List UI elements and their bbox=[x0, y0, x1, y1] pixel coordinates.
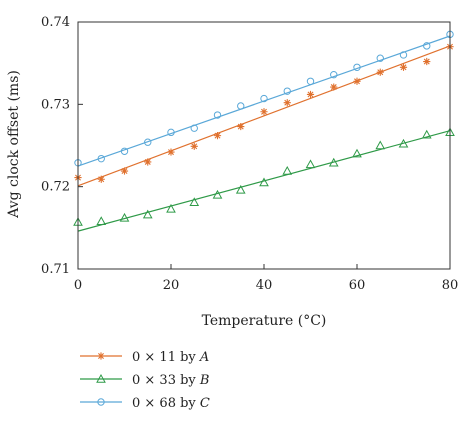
legend-label-variable: C bbox=[200, 396, 210, 411]
axis-ticks: 0 20 40 60 80 0.71 0.72 0.73 0.74 bbox=[41, 15, 458, 293]
legend-label-prefix: 0 × 68 by bbox=[132, 396, 200, 411]
data-point bbox=[352, 148, 362, 158]
data-point bbox=[399, 63, 408, 71]
fit-line-b bbox=[77, 130, 451, 232]
legend-label-prefix: 0 × 33 by bbox=[132, 373, 200, 388]
legend-label: 0 × 11 by A bbox=[132, 350, 209, 365]
data-point bbox=[237, 102, 245, 110]
data-point bbox=[283, 87, 291, 95]
legend-marker bbox=[96, 373, 106, 383]
data-point bbox=[376, 54, 384, 62]
legend-label-prefix: 0 × 11 by bbox=[132, 350, 200, 365]
plot-frame bbox=[77, 21, 451, 270]
data-point bbox=[330, 70, 338, 79]
legend-label: 0 × 68 by C bbox=[132, 396, 210, 411]
y-tick-label: 0.73 bbox=[41, 97, 70, 112]
series-a bbox=[74, 43, 454, 187]
fit-line-c bbox=[77, 35, 451, 167]
x-tick-label: 60 bbox=[349, 278, 366, 293]
data-point bbox=[305, 159, 316, 169]
data-point bbox=[423, 42, 431, 50]
data-point bbox=[190, 124, 198, 132]
data-point bbox=[423, 57, 431, 66]
data-point bbox=[376, 68, 384, 76]
legend-label-variable: A bbox=[199, 350, 209, 365]
data-point bbox=[399, 51, 408, 59]
data-point bbox=[212, 189, 223, 199]
data-point bbox=[142, 209, 153, 219]
y-tick-label: 0.71 bbox=[41, 262, 70, 277]
legend-label: 0 × 33 by B bbox=[132, 373, 209, 388]
data-point bbox=[421, 129, 432, 139]
data-point bbox=[119, 212, 130, 222]
data-point bbox=[283, 99, 291, 107]
legend-item-c: 0 × 68 by C bbox=[80, 396, 210, 411]
data-point bbox=[375, 140, 386, 150]
legend: 0 × 11 by A 0 × 33 by B 0 × 68 by C bbox=[80, 350, 210, 411]
data-point bbox=[144, 158, 152, 166]
y-tick-label: 0.74 bbox=[41, 15, 70, 30]
data-point bbox=[235, 184, 246, 194]
data-point bbox=[96, 216, 107, 225]
data-point bbox=[189, 197, 200, 207]
data-point bbox=[330, 83, 338, 91]
data-point bbox=[306, 77, 315, 85]
plot-marks bbox=[73, 30, 455, 232]
series-c bbox=[74, 30, 454, 167]
legend-marker bbox=[97, 352, 105, 360]
fit-line-a bbox=[77, 45, 451, 187]
x-tick-label: 0 bbox=[74, 278, 82, 293]
data-point bbox=[328, 157, 339, 167]
data-point bbox=[353, 63, 361, 71]
legend-marker bbox=[97, 398, 105, 406]
data-point bbox=[120, 147, 129, 155]
legend-item-a: 0 × 11 by A bbox=[80, 350, 209, 365]
data-point bbox=[398, 138, 409, 148]
data-point bbox=[167, 148, 175, 156]
data-point bbox=[97, 175, 105, 183]
legend-item-b: 0 × 33 by B bbox=[80, 373, 209, 388]
data-point bbox=[213, 111, 222, 119]
data-point bbox=[97, 154, 105, 163]
y-tick-label: 0.72 bbox=[41, 180, 70, 195]
data-point bbox=[120, 167, 129, 175]
data-point bbox=[237, 122, 245, 131]
data-point bbox=[144, 138, 152, 146]
series-b bbox=[73, 127, 455, 232]
data-point bbox=[259, 177, 269, 187]
data-point bbox=[282, 165, 293, 175]
x-tick-label: 80 bbox=[442, 278, 459, 293]
x-axis-title: Temperature (°C) bbox=[202, 313, 327, 329]
data-point bbox=[166, 203, 176, 213]
x-tick-label: 20 bbox=[163, 278, 180, 293]
data-point bbox=[260, 108, 268, 116]
y-axis-title: Avg clock offset (ms) bbox=[6, 70, 22, 219]
data-point bbox=[213, 132, 222, 140]
legend-label-variable: B bbox=[199, 373, 210, 388]
data-point bbox=[167, 128, 175, 137]
data-point bbox=[353, 77, 361, 85]
x-tick-label: 40 bbox=[256, 278, 273, 293]
data-point bbox=[260, 94, 268, 103]
data-point bbox=[190, 142, 198, 150]
data-point bbox=[306, 90, 315, 99]
